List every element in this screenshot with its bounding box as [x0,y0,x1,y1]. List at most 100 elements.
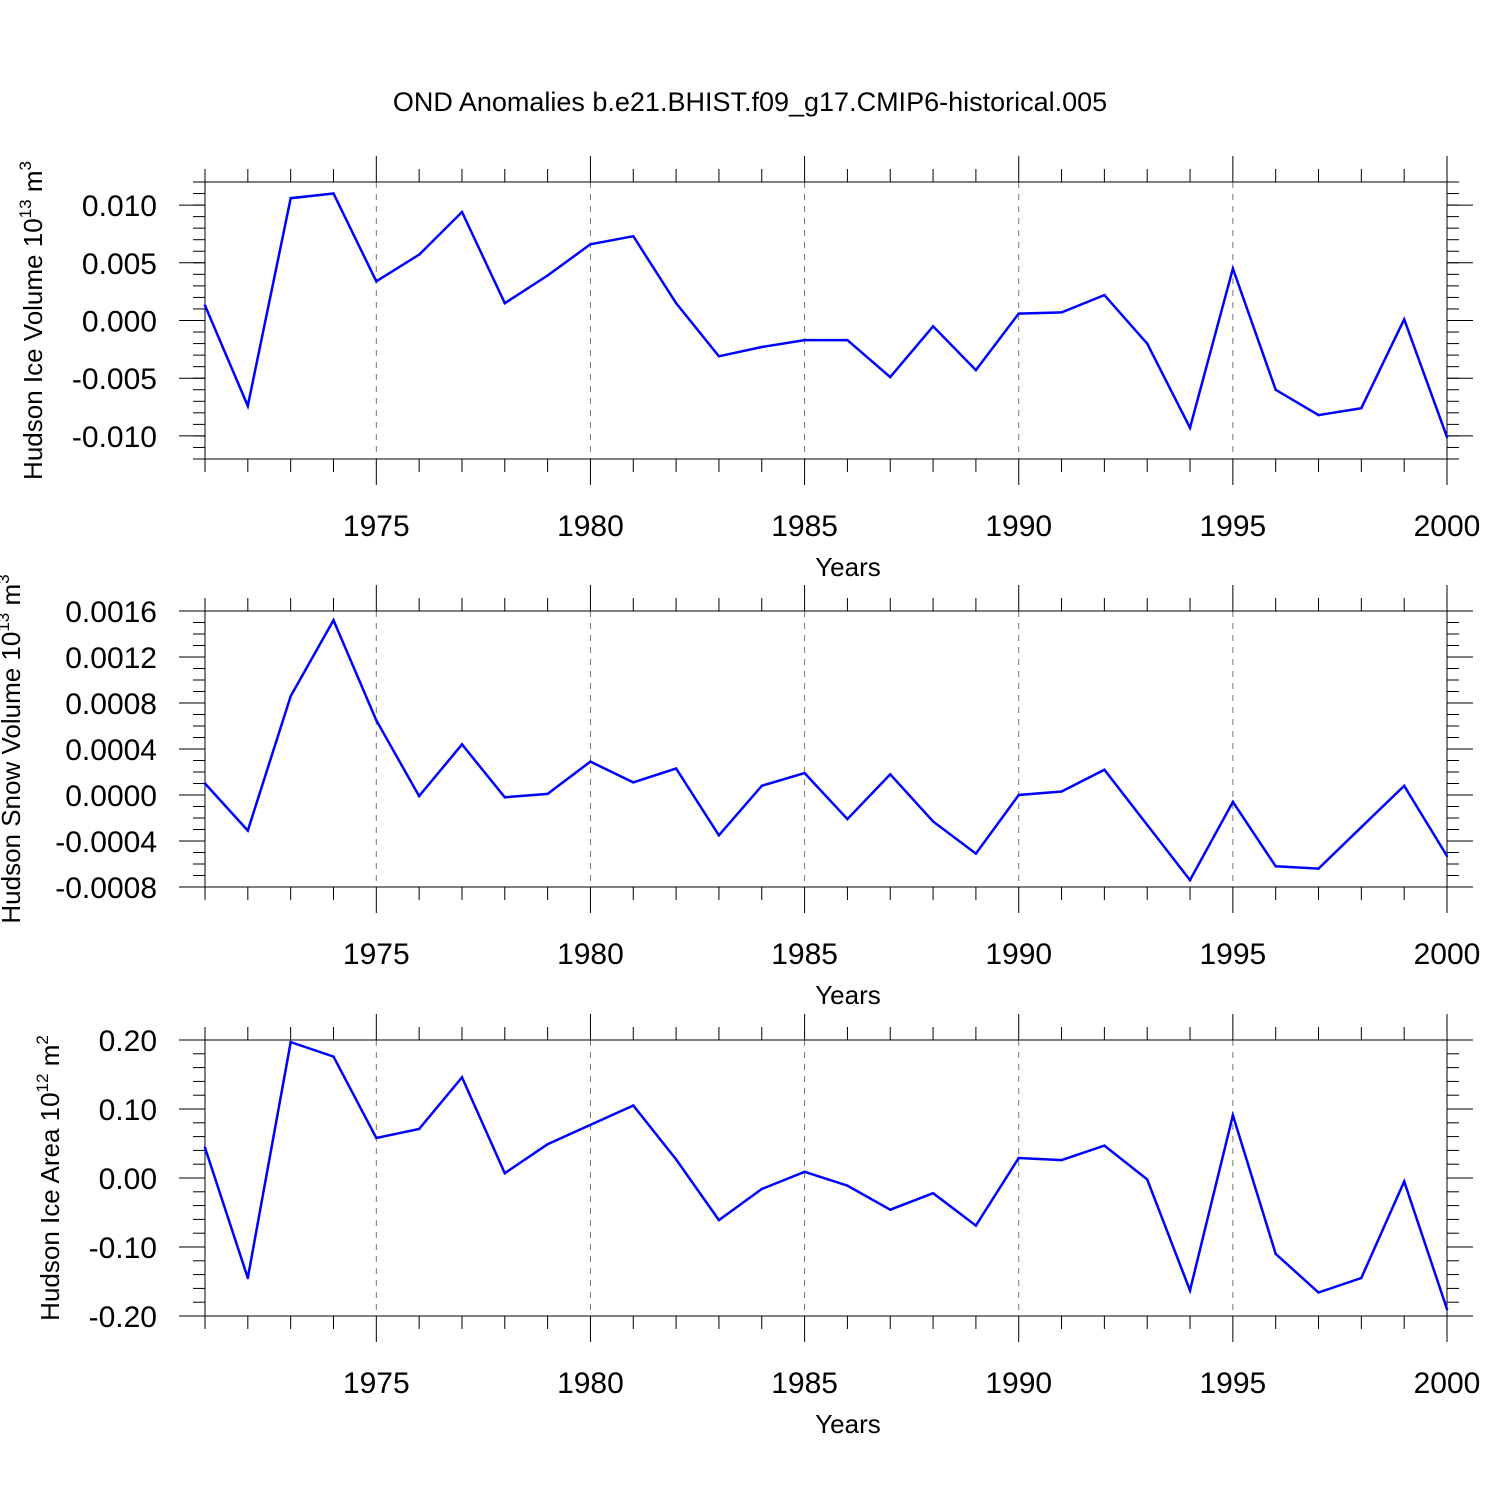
series-line-1 [203,192,1449,438]
y-axis-label-exponent: 13 [16,199,35,218]
data-point [289,196,292,200]
data-point [632,781,635,784]
data-point [632,234,635,238]
data-point [546,1142,549,1146]
data-point [375,280,378,283]
data-point [203,782,207,785]
data-point [546,792,549,796]
data-point [1103,293,1106,297]
data-point [1445,1307,1449,1311]
data-point [760,1187,764,1191]
data-point [589,1123,592,1127]
data-point [1231,1113,1235,1117]
data-point [460,1076,464,1079]
y-axis-label: Hudson Snow Volume 1013 m3 [0,574,26,923]
data-point [931,820,935,823]
plot-frame [204,181,1448,460]
data-point [1274,865,1277,868]
data-point [589,243,592,246]
y-tick-label: 0.0008 [65,688,157,721]
data-point [974,1224,978,1227]
y-tick-label: 0.0000 [65,780,157,813]
x-tick-label: 1980 [557,1367,624,1400]
data-point [1402,784,1406,788]
y-tick-label: -0.0004 [55,826,157,859]
data-point [1017,1156,1020,1160]
chart-title: OND Anomalies b.e21.BHIST.f09_g17.CMIP6-… [393,87,1107,117]
y-tick-label: 0.10 [99,1094,157,1127]
x-axis-label: Years [815,552,881,582]
y-axis-label-exponent: 12 [33,1074,52,1093]
x-tick-label: 1985 [771,510,838,543]
x-tick-label: 1980 [557,938,624,971]
x-tick-label: 2000 [1414,1367,1481,1400]
x-axis-label: Years [815,980,881,1010]
data-point [1445,435,1449,439]
y-axis-label-exponent: 13 [0,613,13,632]
data-point [717,355,721,358]
data-point [503,301,507,305]
data-point [1017,312,1020,315]
plot-frame [204,1039,1448,1317]
data-point [674,301,678,305]
panel-2: 1975 1980 1985 1990 1995 2000 -0.0008 -0.0004 0.… [0,574,1480,1010]
data-point [760,784,764,788]
data-point [803,771,806,775]
data-point [1060,1158,1063,1162]
data-point [460,210,464,214]
data-point [974,368,978,372]
y-tick-label: -0.010 [72,421,157,454]
x-tick-label: 1985 [771,938,838,971]
x-tick-label: 2000 [1414,938,1481,971]
data-point [803,338,806,342]
y-tick-label: -0.005 [72,363,157,396]
y-tick-label: 0.010 [82,190,157,223]
data-point [589,760,592,763]
data-point [846,817,849,821]
data-point [1188,426,1192,430]
data-point [1188,878,1192,882]
y-axis-label-text: Hudson Ice Volume 10 [18,218,48,480]
data-point [1060,790,1063,793]
data-point [289,1040,292,1044]
data-point [803,1170,806,1174]
data-point [246,829,250,832]
data-point [1145,342,1149,345]
data-point [332,1055,335,1058]
y-axis-label: Hudson Ice Volume 1013 m3 [16,161,48,480]
data-point [546,274,549,277]
data-point [289,694,292,698]
data-point [332,618,335,622]
data-point [888,773,892,776]
data-point [888,1208,892,1211]
data-point [1145,823,1149,827]
data-point [632,1104,635,1107]
x-axis-label: Years [815,1409,881,1439]
data-point [1360,825,1363,829]
data-point [846,338,849,342]
data-point [1060,311,1063,314]
panel-3: 1975 1980 1985 1990 1995 2000 -0.20 -0.10 0.00 0.… [33,1014,1480,1439]
data-point [1274,1252,1277,1256]
series-line-2 [204,617,1449,883]
y-axis-label-text: Hudson Ice Area 10 [35,1092,65,1320]
data-point [717,834,721,837]
plot-frame [204,610,1448,888]
y-axis-label-unit-exponent: 3 [0,574,13,583]
data-point [1402,1180,1406,1183]
y-axis-label-unit: m [35,1045,65,1074]
y-tick-label: 0.000 [82,306,157,339]
y-tick-label: -0.0008 [55,872,157,905]
x-tick-label: 1985 [771,1367,838,1400]
x-tick-label: 1995 [1199,1367,1266,1400]
data-point [717,1218,721,1222]
data-point [246,404,250,408]
x-tick-label: 1975 [343,510,410,543]
data-point [846,1184,849,1187]
data-point [674,1158,678,1161]
data-point [1231,800,1235,804]
data-point [1360,406,1363,410]
data-point [1274,388,1277,391]
y-tick-label: 0.20 [99,1025,157,1058]
